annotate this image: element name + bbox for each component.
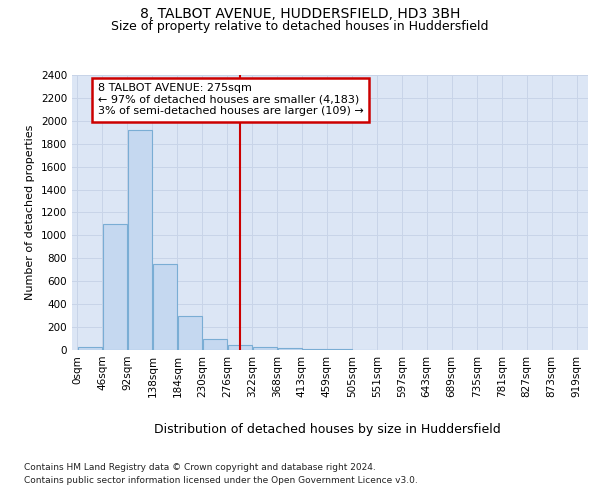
- Bar: [178, 316, 202, 350]
- Y-axis label: Number of detached properties: Number of detached properties: [25, 125, 35, 300]
- Bar: [203, 338, 227, 350]
- Bar: [77, 346, 102, 350]
- Bar: [128, 130, 152, 350]
- Text: Distribution of detached houses by size in Huddersfield: Distribution of detached houses by size …: [154, 422, 500, 436]
- Text: Contains HM Land Registry data © Crown copyright and database right 2024.: Contains HM Land Registry data © Crown c…: [24, 462, 376, 471]
- Bar: [278, 348, 302, 350]
- Text: Contains public sector information licensed under the Open Government Licence v3: Contains public sector information licen…: [24, 476, 418, 485]
- Bar: [152, 264, 177, 350]
- Bar: [227, 346, 252, 350]
- Text: Size of property relative to detached houses in Huddersfield: Size of property relative to detached ho…: [111, 20, 489, 33]
- Bar: [103, 224, 127, 350]
- Text: 8 TALBOT AVENUE: 275sqm
← 97% of detached houses are smaller (4,183)
3% of semi-: 8 TALBOT AVENUE: 275sqm ← 97% of detache…: [98, 83, 364, 116]
- Text: 8, TALBOT AVENUE, HUDDERSFIELD, HD3 3BH: 8, TALBOT AVENUE, HUDDERSFIELD, HD3 3BH: [140, 8, 460, 22]
- Bar: [253, 347, 277, 350]
